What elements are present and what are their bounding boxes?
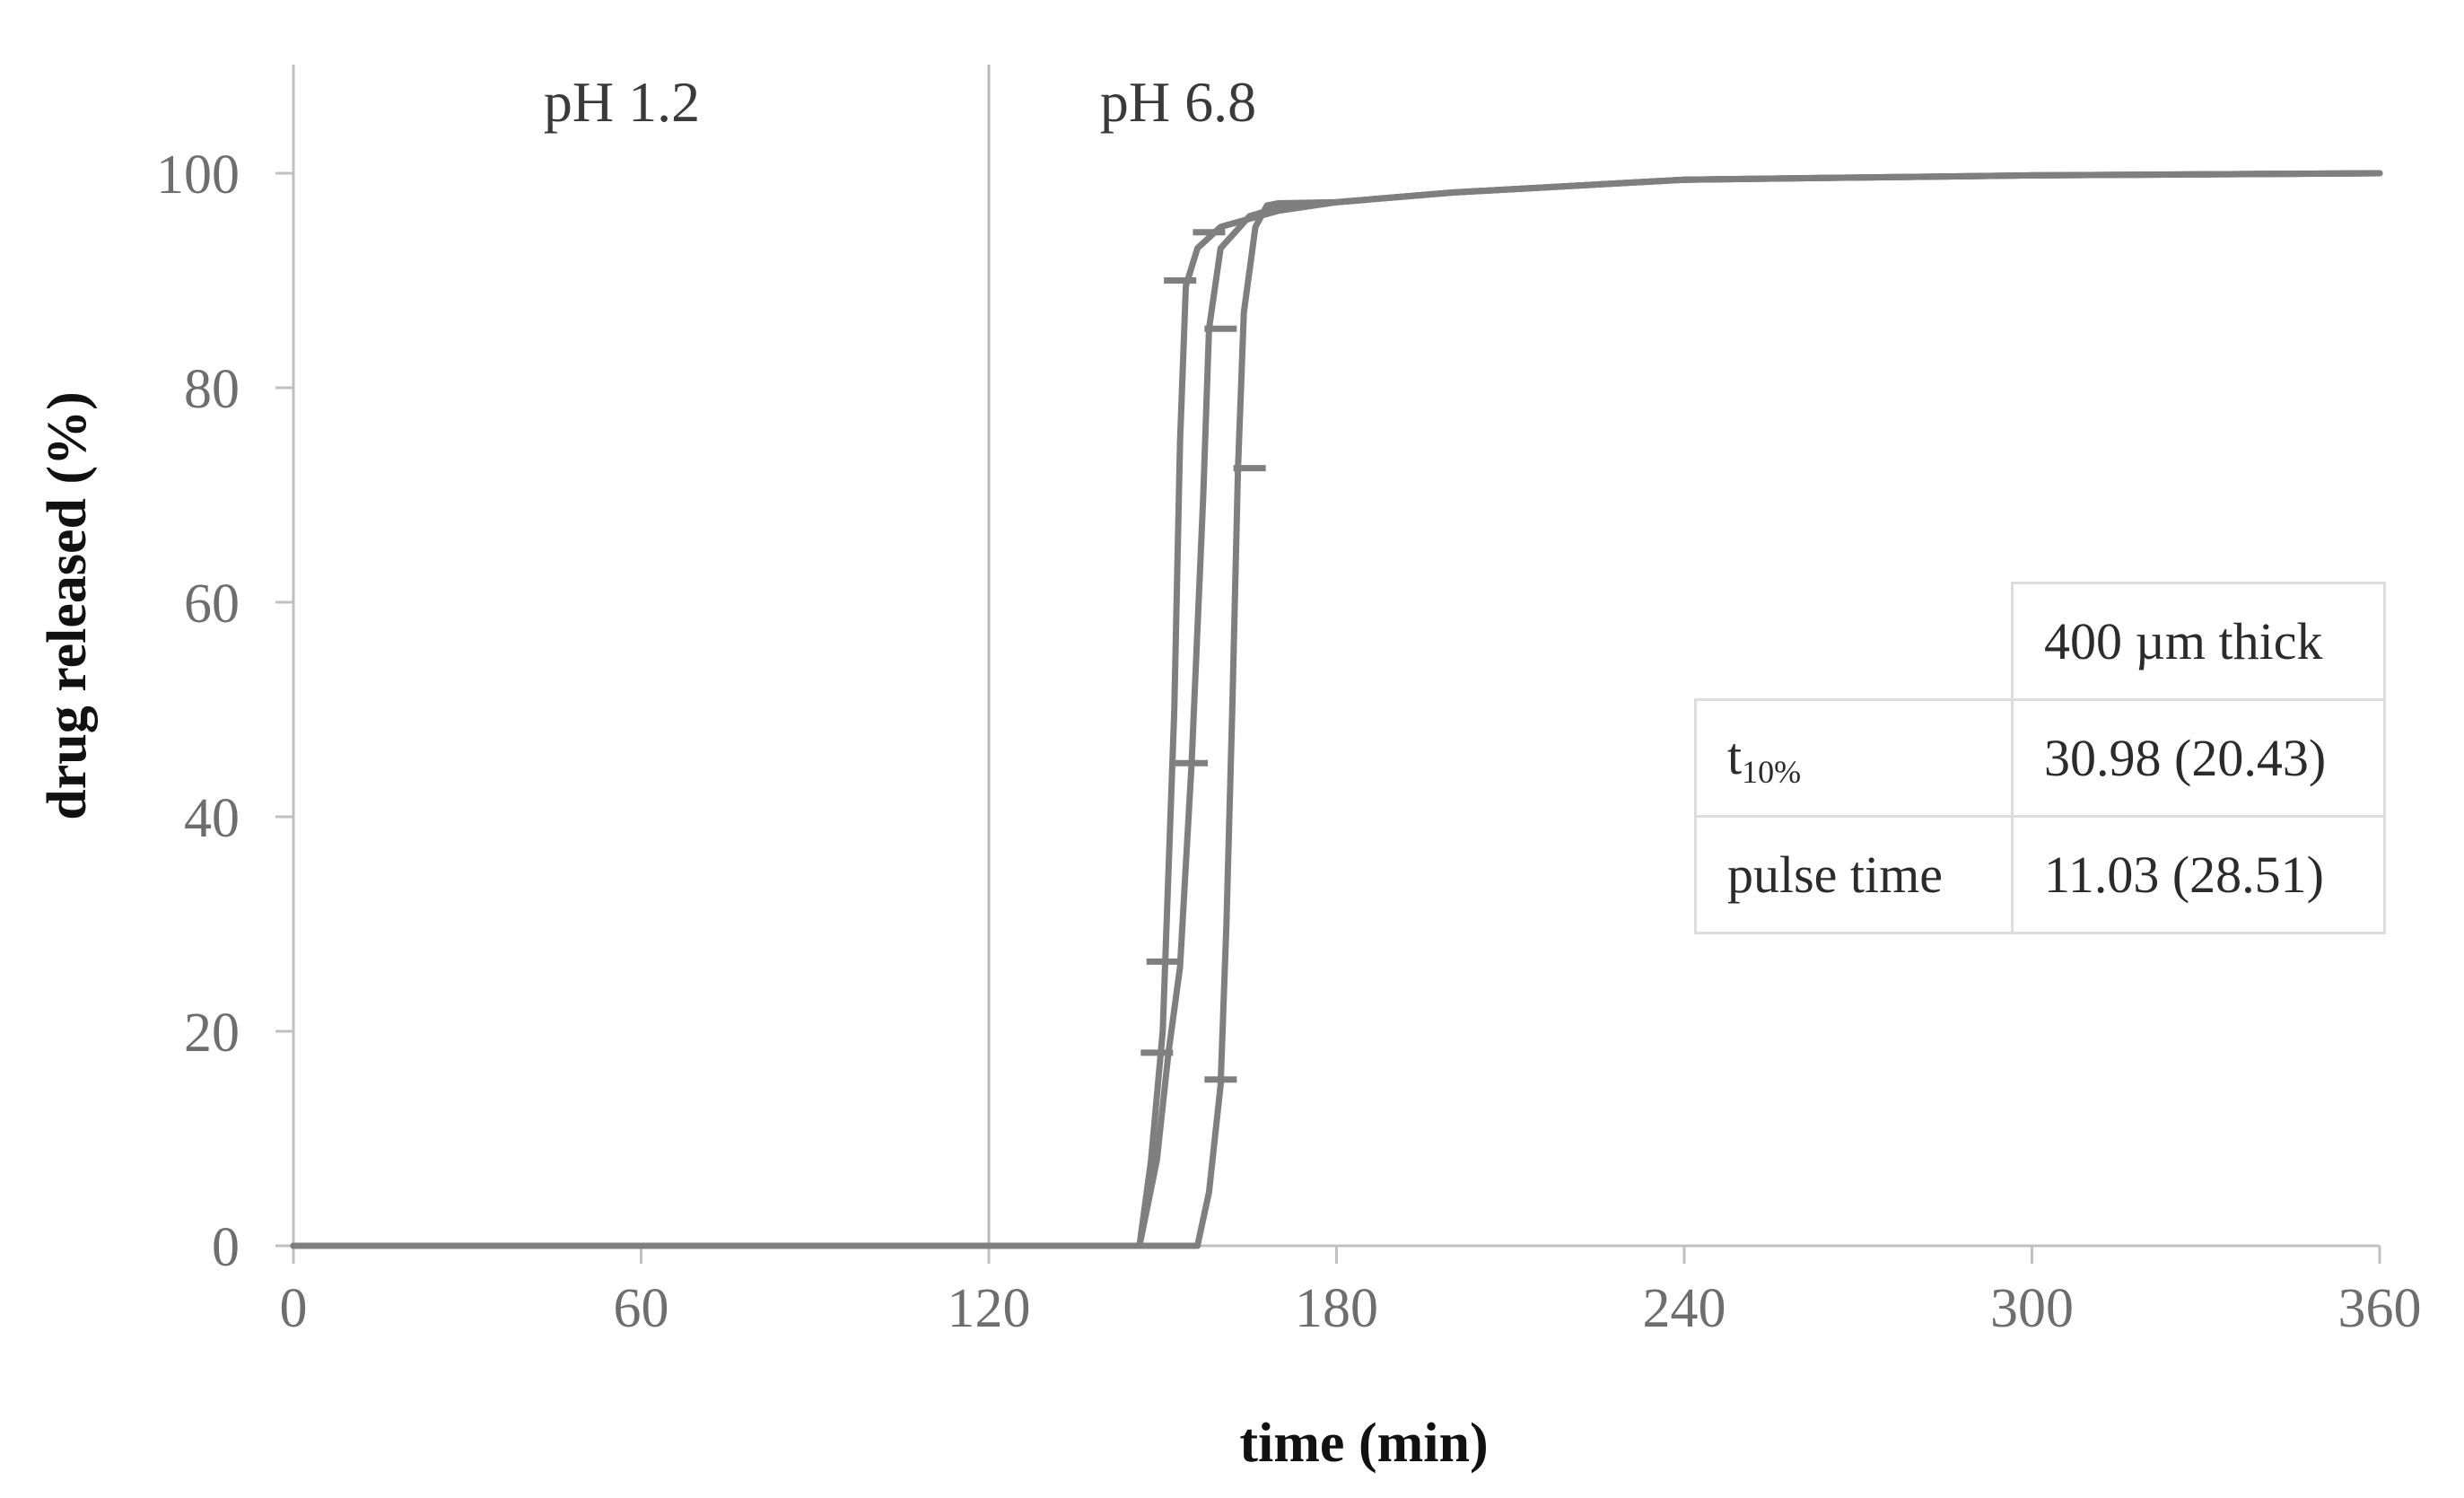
x-tick-label: 0 (280, 1278, 308, 1339)
summary-row-pulse: pulse time 11.03 (28.51) (1694, 815, 2386, 934)
y-tick-label: 0 (212, 1217, 240, 1278)
t10-label-main: t (1727, 726, 1743, 785)
y-tick-label: 80 (184, 359, 240, 420)
y-axis-title: drug released (%) (37, 391, 98, 820)
x-axis-title: time (min) (1239, 1413, 1488, 1474)
y-tick-label: 20 (184, 1003, 240, 1064)
x-tick-label: 360 (2338, 1278, 2422, 1339)
x-tick-label: 180 (1295, 1278, 1378, 1339)
t10-label-subscript: 10% (1742, 753, 1802, 790)
x-tick-label: 120 (948, 1278, 1031, 1339)
summary-empty-cell (1695, 583, 2014, 701)
series-lines (290, 170, 2383, 1249)
y-tick-label: 40 (184, 788, 240, 849)
summary-row-value: 30.98 (20.43) (2011, 698, 2386, 818)
y-tick-label: 60 (184, 574, 240, 635)
summary-row-label: t10% (1694, 698, 2014, 818)
summary-table: 400 µm thick t10% 30.98 (20.43) pulse ti… (1694, 582, 2386, 934)
phase-label-neutral: pH 6.8 (1100, 70, 1256, 134)
y-tick-label: 100 (156, 145, 240, 206)
summary-row-t10: t10% 30.98 (20.43) (1694, 698, 2386, 818)
summary-header-row: 400 µm thick (1695, 582, 2386, 701)
summary-row-label: pulse time (1694, 815, 2014, 934)
summary-row-value: 11.03 (28.51) (2011, 815, 2386, 934)
x-tick-label: 240 (1643, 1278, 1726, 1339)
summary-header-cell: 400 µm thick (2011, 582, 2386, 701)
x-tick-label: 60 (614, 1278, 669, 1339)
tick-labels: 0 60 120 180 240 300 360 0 20 40 60 80 100 (156, 145, 2422, 1339)
phase-label-acid: pH 1.2 (544, 70, 700, 134)
series-line-3 (290, 170, 2383, 1249)
error-bars (1140, 202, 1306, 1083)
x-tick-label: 300 (1990, 1278, 2074, 1339)
